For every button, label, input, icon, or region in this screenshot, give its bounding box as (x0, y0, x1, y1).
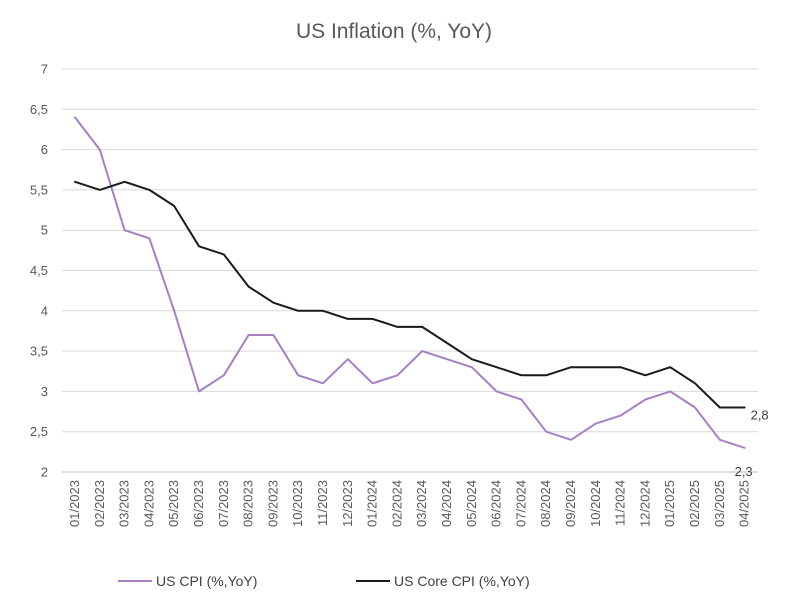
y-tick-label: 6,5 (30, 102, 48, 117)
x-tick-label: 12/2023 (340, 480, 355, 527)
y-tick-label: 5,5 (30, 182, 48, 197)
data-label-core-cpi-end: 2,8 (751, 408, 769, 423)
x-tick-label: 06/2024 (489, 480, 504, 527)
legend-label-core-cpi: US Core CPI (%,YoY) (394, 573, 530, 589)
x-tick-label: 01/2023 (67, 480, 82, 527)
x-tick-label: 03/2025 (712, 480, 727, 527)
legend-swatch-core-cpi (356, 580, 390, 582)
x-tick-label: 11/2023 (315, 480, 330, 526)
y-tick-label: 3,5 (30, 344, 48, 359)
x-tick-label: 01/2025 (662, 480, 677, 527)
x-tick-label: 08/2024 (538, 480, 553, 527)
x-tick-label: 06/2023 (191, 480, 206, 527)
y-tick-label: 5 (41, 223, 48, 238)
series-line-core-cpi (74, 180, 746, 409)
x-tick-label: 07/2024 (513, 480, 528, 527)
x-tick-label: 12/2024 (637, 480, 652, 527)
y-tick-label: 7 (41, 62, 48, 77)
y-tick-label: 3 (41, 384, 48, 399)
x-tick-label: 02/2023 (92, 480, 107, 527)
x-tick-label: 08/2023 (241, 480, 256, 527)
x-tick-label: 03/2024 (414, 480, 429, 527)
x-tick-label: 10/2024 (588, 480, 603, 527)
legend-item-core-cpi: US Core CPI (%,YoY) (356, 573, 530, 589)
legend-label-cpi: US CPI (%,YoY) (156, 573, 258, 589)
x-tick-label: 05/2023 (166, 480, 181, 527)
x-tick-label: 04/2024 (439, 480, 454, 527)
x-tick-label: 05/2024 (464, 480, 479, 527)
y-tick-label: 6 (41, 142, 48, 157)
x-tick-label: 04/2023 (141, 480, 156, 527)
y-tick-label: 4 (41, 303, 48, 318)
x-tick-label: 03/2023 (117, 480, 132, 527)
x-tick-label: 02/2024 (389, 480, 404, 527)
x-tick-label: 11/2024 (613, 480, 628, 526)
chart-title: US Inflation (%, YoY) (295, 20, 493, 43)
x-tick-label: 02/2025 (687, 480, 702, 527)
data-label-cpi-end: 2,3 (735, 464, 753, 479)
x-tick-label: 07/2023 (216, 480, 231, 527)
legend: US CPI (%,YoY) US Core CPI (%,YoY) (0, 573, 788, 597)
x-tick-label: 04/2025 (737, 480, 752, 527)
x-tick-label: 09/2024 (563, 480, 578, 527)
x-tick-label: 09/2023 (265, 480, 280, 527)
y-tick-label: 2,5 (30, 424, 48, 439)
y-tick-label: 4,5 (30, 263, 48, 278)
legend-item-cpi: US CPI (%,YoY) (118, 573, 257, 589)
legend-swatch-cpi (118, 580, 152, 582)
y-tick-label: 2 (41, 465, 48, 480)
x-tick-label: 01/2024 (365, 480, 380, 527)
series-line-cpi (74, 116, 746, 449)
x-tick-label: 10/2023 (290, 480, 305, 527)
